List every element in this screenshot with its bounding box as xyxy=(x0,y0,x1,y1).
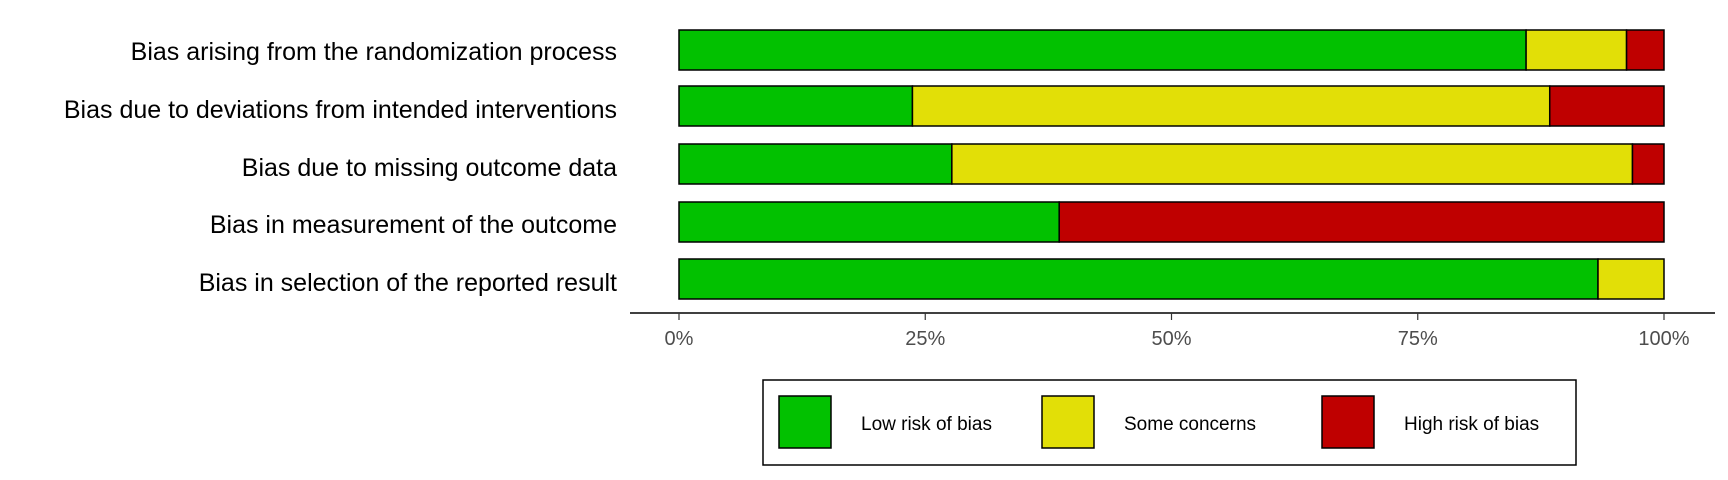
category-label-1: Bias arising from the randomization proc… xyxy=(131,38,617,66)
bar-3-high-risk-of-bias xyxy=(1631,143,1665,185)
category-label-4: Bias in measurement of the outcome xyxy=(210,211,617,239)
bar-4-high-risk-of-bias xyxy=(1058,201,1665,243)
bar-5-some-concerns xyxy=(1597,258,1665,300)
legend: Low risk of bias Some concerns High risk o… xyxy=(762,379,1577,466)
bar-5-low-risk-of-bias xyxy=(678,258,1599,300)
legend-key-3 xyxy=(1321,395,1375,449)
x-tick-label: 50% xyxy=(1151,328,1191,350)
bar-1-high-risk-of-bias xyxy=(1625,29,1665,71)
bar-area xyxy=(678,29,1665,300)
bar-1-some-concerns xyxy=(1525,29,1628,71)
bar-4-low-risk-of-bias xyxy=(678,201,1060,243)
legend-label-2: Some concerns xyxy=(1124,414,1256,435)
bar-2-some-concerns xyxy=(911,85,1551,127)
x-tick-label: 100% xyxy=(1638,328,1689,350)
legend-box xyxy=(762,379,1577,466)
x-tick-label: 75% xyxy=(1398,328,1438,350)
bar-1-low-risk-of-bias xyxy=(678,29,1527,71)
x-tick-label: 0% xyxy=(665,328,694,350)
legend-label-3: High risk of bias xyxy=(1404,414,1539,435)
x-axis-ticks: 0% 25% 50% 75% 100% xyxy=(665,313,1690,350)
bar-3-low-risk-of-bias xyxy=(678,143,953,185)
legend-key-1 xyxy=(778,395,832,449)
legend-label-1: Low risk of bias xyxy=(861,414,992,435)
x-tick-label: 25% xyxy=(905,328,945,350)
category-labels: Bias arising from the randomization proc… xyxy=(64,38,617,297)
category-label-2: Bias due to deviations from intended int… xyxy=(64,96,617,124)
bar-2-low-risk-of-bias xyxy=(678,85,914,127)
category-label-5: Bias in selection of the reported result xyxy=(199,269,617,297)
legend-key-2 xyxy=(1041,395,1095,449)
bar-3-some-concerns xyxy=(951,143,1634,185)
category-label-3: Bias due to missing outcome data xyxy=(242,154,617,182)
bar-2-high-risk-of-bias xyxy=(1548,85,1665,127)
